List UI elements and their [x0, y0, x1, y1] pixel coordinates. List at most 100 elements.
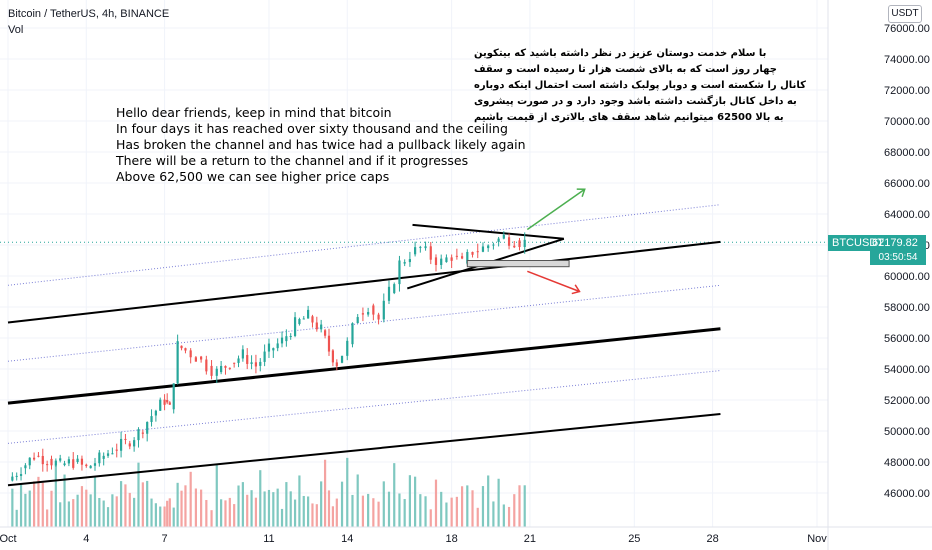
bearish-arrow [527, 270, 580, 293]
volume-bar [356, 474, 359, 527]
candle-body [497, 238, 500, 242]
candlesticks [11, 231, 526, 482]
volume-bar [37, 476, 40, 527]
candle-body [124, 438, 127, 440]
volume-bar [419, 494, 422, 527]
candle-body [224, 365, 227, 368]
mid-dotted-line [7, 284, 721, 362]
candle-body [335, 362, 338, 367]
volume-bar [307, 496, 310, 527]
note-line: There will be a return to the channel an… [116, 153, 469, 168]
volume-bar [267, 489, 271, 527]
volume-bar [372, 498, 375, 527]
candle-body [93, 463, 97, 466]
volume-bar [85, 489, 88, 527]
volume-bar [241, 482, 244, 527]
candle-body [445, 257, 448, 263]
time-tick-label: 21 [524, 533, 536, 545]
volume-bar [76, 494, 79, 527]
candle-body [298, 318, 301, 325]
candle-body [327, 335, 331, 352]
price-tick-label: 76000.00 [884, 23, 930, 35]
volume-bar [414, 476, 417, 527]
volume-bar [102, 500, 105, 527]
volume-bar [259, 470, 262, 527]
candle-body [15, 475, 18, 477]
bar-countdown: 03:50:54 [870, 251, 926, 265]
volume-bar [59, 502, 62, 527]
note-line: با سلام خدمت دوستان عزیز در نظر داشته با… [474, 48, 767, 59]
volume-bar [154, 503, 157, 527]
volume-bar [141, 482, 144, 527]
volume-bar [302, 495, 305, 527]
currency-selector[interactable]: USDT [888, 5, 922, 23]
candle-body [54, 460, 57, 466]
candle-body [323, 330, 327, 336]
volume-bar [346, 457, 349, 527]
volume-bar [250, 490, 253, 527]
volume-bar [440, 491, 443, 527]
candle-body [455, 255, 458, 257]
candle-body [189, 350, 192, 358]
trend-lines [7, 204, 721, 487]
price-tick-label: 56000.00 [884, 333, 930, 345]
candle-body [302, 318, 305, 320]
candle-body [476, 251, 479, 253]
candle-body [85, 464, 88, 467]
candle-body [250, 362, 253, 364]
volume-bar [72, 499, 75, 527]
volume-bar [50, 490, 53, 527]
volume-bar [450, 497, 453, 527]
candle-body [46, 464, 49, 466]
candle-body [128, 443, 131, 447]
volume-bar [133, 497, 136, 527]
upper-dotted-line [7, 204, 721, 286]
candle-body [111, 453, 114, 455]
persian-annotation: با سلام خدمت دوستان عزیز در نظر داشته با… [474, 46, 844, 126]
time-axis: Oct 4 7 11 14 18 21 25 28 Nov [0, 526, 932, 545]
candle-body [133, 440, 136, 447]
pullback-zone [466, 260, 570, 268]
candle-body [67, 459, 70, 464]
volume-bar [315, 504, 318, 527]
volume-bar [340, 481, 344, 527]
note-line: Hello dear friends, keep in mind that bi… [116, 105, 392, 120]
candle-body [228, 367, 231, 369]
volume-bar [387, 491, 391, 527]
candle-body [293, 317, 297, 336]
volume-bar [168, 498, 171, 527]
candle-body [11, 476, 14, 481]
volume-bar [137, 462, 140, 527]
volume-bar [382, 481, 385, 527]
volume-bar [285, 482, 288, 527]
volume-bar [24, 493, 27, 527]
last-price-tag[interactable]: BTCUSDT 62179.82 [828, 235, 926, 251]
candle-body [200, 356, 203, 360]
price-tick-label: 58000.00 [884, 302, 930, 314]
volume-bar [460, 486, 464, 527]
price-tick-label: 46000.00 [884, 488, 930, 500]
candle-body [315, 322, 318, 330]
candle-body [377, 314, 380, 320]
indicator-label[interactable]: Vol [8, 24, 24, 36]
price-tick-label: 48000.00 [884, 457, 930, 469]
volume-bar [205, 499, 208, 527]
volume-bar [19, 484, 23, 527]
volume-bar [254, 497, 258, 527]
candle-body [246, 355, 249, 364]
volume-bar [507, 506, 511, 527]
candle-body [492, 244, 495, 246]
time-tick-label: 4 [83, 533, 89, 545]
volume-bar [323, 459, 327, 527]
volume-bar [361, 495, 365, 527]
last-price-value: 62179.82 [872, 237, 918, 249]
volume-bar [398, 493, 401, 527]
candle-body [184, 348, 187, 351]
volume-bar [424, 496, 427, 527]
candle-body [163, 399, 166, 405]
candle-body [272, 348, 275, 351]
volume-bar [11, 488, 14, 527]
note-line: به داخل کانال بازگشت داشته باشد وجود دار… [474, 96, 797, 107]
